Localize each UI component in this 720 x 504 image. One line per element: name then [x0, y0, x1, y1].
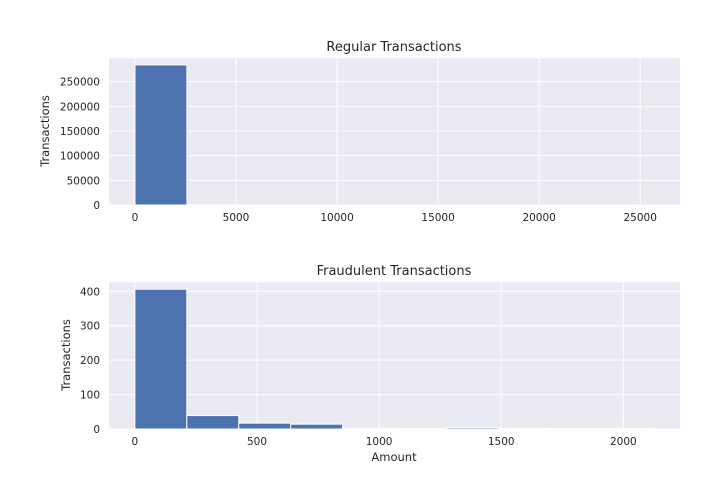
y-axis-label-fraudulent: Transactions [59, 319, 73, 392]
histogram-bar [186, 415, 240, 430]
y-tick-label: 300 [80, 321, 100, 333]
histogram-bar [134, 288, 188, 430]
plot-area-fraudulent [109, 282, 680, 429]
bars-fraudulent [134, 288, 655, 430]
x-tick-label: 500 [247, 436, 267, 448]
x-tick-label: 0 [132, 212, 139, 224]
x-tick-label: 25000 [623, 212, 656, 224]
y-tick-label: 200 [80, 355, 100, 367]
chart-title-regular: Regular Transactions [326, 40, 461, 55]
y-tick-label: 0 [93, 424, 100, 436]
histogram-bar [342, 427, 395, 430]
x-ticks-fraudulent: 0 500 1000 1500 2000 [132, 436, 637, 448]
x-tick-label: 5000 [223, 212, 250, 224]
x-tick-label: 1000 [366, 436, 393, 448]
y-ticks-fraudulent: 0 100 200 300 400 [80, 286, 100, 436]
bars-regular [134, 64, 655, 206]
y-tick-label: 0 [93, 200, 100, 212]
x-tick-label: 15000 [421, 212, 454, 224]
x-tick-label: 0 [132, 436, 139, 448]
y-axis-label-regular: Transactions [38, 95, 52, 168]
histogram-bar [134, 64, 188, 206]
y-tick-label: 50000 [67, 175, 100, 187]
y-tick-label: 200000 [60, 101, 100, 113]
y-tick-label: 150000 [60, 126, 100, 138]
histogram-bar [445, 427, 499, 430]
x-ticks-regular: 0 5000 10000 15000 20000 25000 [132, 212, 657, 224]
x-tick-label: 20000 [522, 212, 555, 224]
histogram-bar [238, 422, 292, 430]
y-tick-label: 400 [80, 286, 100, 298]
x-tick-label: 1500 [488, 436, 515, 448]
histogram-bar [497, 427, 551, 430]
regular-transactions-histogram: 0 5000 10000 15000 20000 25000 0 50000 100000 15… [38, 40, 680, 224]
y-tick-label: 100 [80, 390, 100, 402]
y-ticks-regular: 0 50000 100000 150000 200000 250000 [60, 77, 100, 212]
histogram-bar [290, 423, 344, 430]
x-axis-label-fraudulent: Amount [371, 450, 417, 464]
fraudulent-transactions-histogram: 0 500 1000 1500 2000 0 100 200 300 400 Fraudulen… [59, 264, 680, 464]
x-tick-label: 2000 [610, 436, 637, 448]
chart-title-fraudulent: Fraudulent Transactions [317, 264, 472, 279]
y-tick-label: 100000 [60, 151, 100, 163]
y-tick-label: 250000 [60, 77, 100, 89]
x-tick-label: 10000 [320, 212, 353, 224]
